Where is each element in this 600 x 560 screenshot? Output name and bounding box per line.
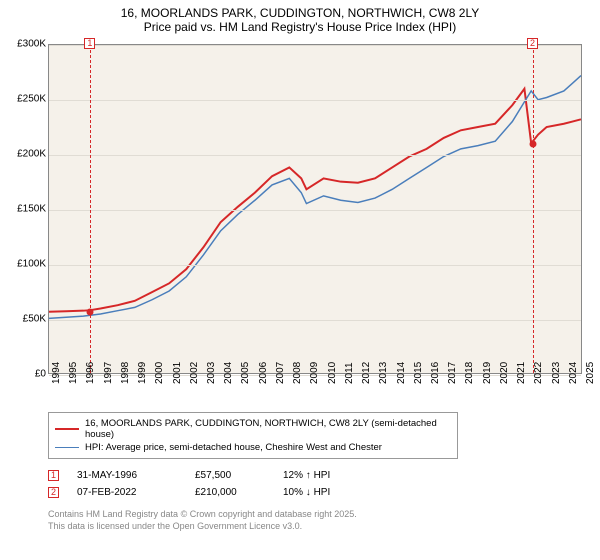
footer-line2: This data is licensed under the Open Gov… — [48, 521, 600, 533]
title-block: 16, MOORLANDS PARK, CUDDINGTON, NORTHWIC… — [0, 0, 600, 36]
footer: Contains HM Land Registry data © Crown c… — [48, 509, 600, 532]
sale-row: 2 07-FEB-2022 £210,000 10% ↓ HPI — [48, 484, 600, 501]
gridline-h — [49, 320, 581, 321]
legend-swatch — [55, 428, 79, 431]
y-tick-label: £300K — [10, 39, 46, 50]
plot-region — [48, 44, 582, 374]
legend-label: 16, MOORLANDS PARK, CUDDINGTON, NORTHWIC… — [85, 418, 451, 440]
y-tick-label: £100K — [10, 259, 46, 270]
sale-delta: 12% ↑ HPI — [283, 470, 363, 481]
marker-dot — [87, 308, 94, 315]
sales-list: 1 31-MAY-1996 £57,500 12% ↑ HPI 2 07-FEB-2022… — [48, 467, 600, 501]
sale-price: £210,000 — [195, 487, 265, 498]
chart-container: 16, MOORLANDS PARK, CUDDINGTON, NORTHWIC… — [0, 0, 600, 560]
sale-marker: 1 — [48, 470, 59, 481]
sale-price: £57,500 — [195, 470, 265, 481]
y-tick-label: £0 — [10, 369, 46, 380]
gridline-h — [49, 45, 581, 46]
chart-area: £0£50K£100K£150K£200K£250K£300K199419951… — [10, 36, 590, 406]
title-address: 16, MOORLANDS PARK, CUDDINGTON, NORTHWIC… — [10, 6, 590, 20]
legend-swatch — [55, 447, 79, 449]
sale-date: 31-MAY-1996 — [77, 470, 177, 481]
legend-row: 16, MOORLANDS PARK, CUDDINGTON, NORTHWIC… — [55, 417, 451, 441]
y-tick-label: £50K — [10, 314, 46, 325]
title-subtitle: Price paid vs. HM Land Registry's House … — [10, 20, 590, 34]
gridline-h — [49, 155, 581, 156]
sale-delta: 10% ↓ HPI — [283, 487, 363, 498]
x-tick-label: 2025 — [585, 362, 600, 384]
sale-row: 1 31-MAY-1996 £57,500 12% ↑ HPI — [48, 467, 600, 484]
legend-row: HPI: Average price, semi-detached house,… — [55, 441, 451, 454]
marker-label: 2 — [527, 38, 538, 49]
sale-marker: 2 — [48, 487, 59, 498]
y-tick-label: £200K — [10, 149, 46, 160]
legend: 16, MOORLANDS PARK, CUDDINGTON, NORTHWIC… — [48, 412, 458, 459]
y-tick-label: £250K — [10, 94, 46, 105]
legend-label: HPI: Average price, semi-detached house,… — [85, 442, 382, 453]
gridline-h — [49, 100, 581, 101]
y-tick-label: £150K — [10, 204, 46, 215]
marker-vline — [90, 45, 91, 373]
series-hpi — [49, 76, 581, 319]
chart-svg — [49, 45, 581, 373]
marker-label: 1 — [84, 38, 95, 49]
gridline-h — [49, 265, 581, 266]
marker-dot — [530, 141, 537, 148]
footer-line1: Contains HM Land Registry data © Crown c… — [48, 509, 600, 521]
gridline-h — [49, 210, 581, 211]
sale-date: 07-FEB-2022 — [77, 487, 177, 498]
marker-vline — [533, 45, 534, 373]
